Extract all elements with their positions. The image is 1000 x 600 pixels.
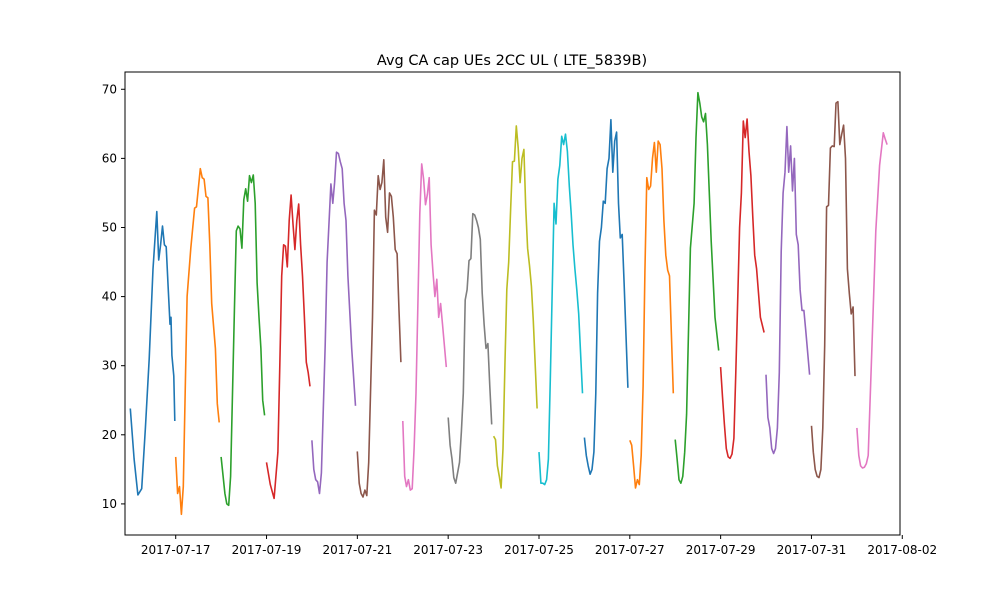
series-layer [129,91,888,516]
y-tick-label: 30 [102,359,117,373]
series-line-15 [765,125,811,455]
x-tick-label: 2017-07-27 [595,543,665,557]
x-axis: 2017-07-17 2017-07-19 2017-07-21 2017-07-23… [141,535,937,557]
series-line-11 [583,118,629,476]
series-line-5 [311,151,357,495]
x-tick-label: 2017-08-02 [867,543,937,557]
x-tick-label: 2017-07-21 [322,543,392,557]
x-tick-label: 2017-07-29 [686,543,756,557]
x-tick-label: 2017-07-23 [413,543,483,557]
x-tick-label: 2017-07-19 [232,543,302,557]
series-line-12 [629,140,675,489]
y-tick-label: 70 [102,82,117,96]
x-tick-label: 2017-07-31 [777,543,847,557]
x-tick-label: 2017-07-25 [504,543,574,557]
series-line-7 [402,163,448,491]
y-axis: 10 20 30 40 50 60 70 [102,82,125,511]
y-tick-label: 10 [102,497,117,511]
y-tick-label: 40 [102,290,117,304]
series-line-14 [719,118,765,460]
series-line-10 [538,133,584,486]
series-line-9 [492,125,538,489]
series-line-16 [810,100,856,479]
series-line-1 [129,210,176,496]
series-line-6 [356,159,402,498]
plot-area-frame [124,71,901,536]
series-line-8 [447,212,493,485]
y-tick-label: 50 [102,220,117,234]
y-tick-label: 60 [102,151,117,165]
y-tick-label: 20 [102,428,117,442]
series-line-4 [265,194,311,500]
series-line-13 [674,91,720,485]
series-line-3 [220,174,266,507]
x-tick-label: 2017-07-17 [141,543,211,557]
series-line-17 [856,132,888,469]
chart-title: Avg CA cap UEs 2CC UL ( LTE_5839B) [377,53,647,69]
series-line-2 [174,167,220,516]
